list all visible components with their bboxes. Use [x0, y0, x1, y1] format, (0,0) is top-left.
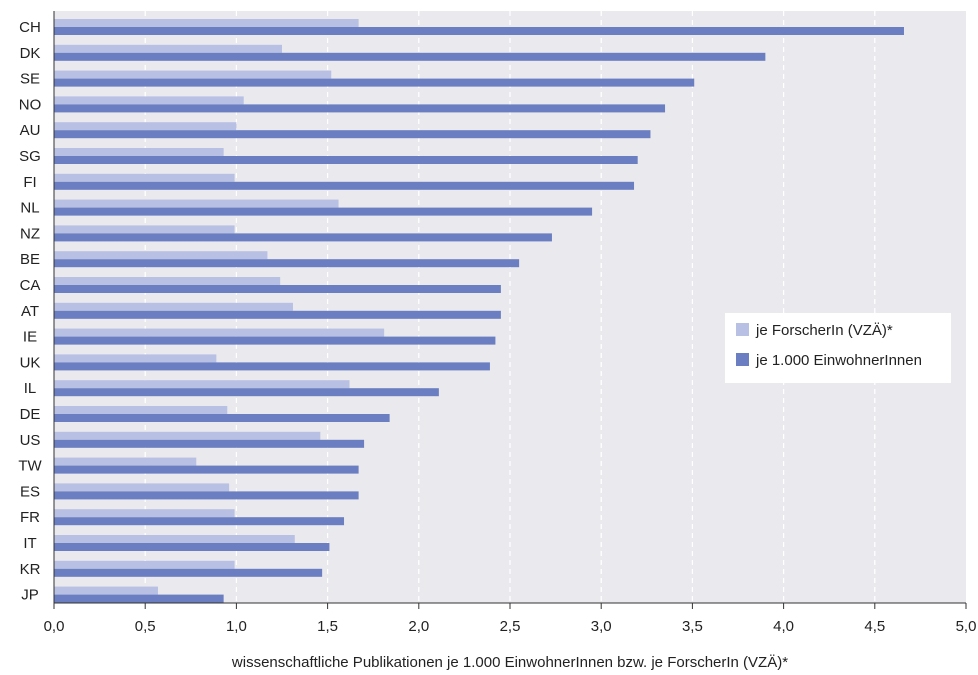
bar-per-researcher-uk — [54, 354, 217, 363]
bar-per-1000-inhabitants-be — [54, 259, 520, 268]
bar-per-researcher-il — [54, 380, 350, 389]
x-tick-label: 0,0 — [44, 618, 65, 635]
bar-per-1000-inhabitants-ie — [54, 336, 496, 345]
category-label-ca: CA — [20, 277, 41, 294]
category-label-us: US — [20, 432, 41, 449]
bar-per-researcher-ch — [54, 19, 359, 27]
x-tick-label: 4,0 — [773, 618, 794, 635]
bar-per-researcher-sg — [54, 148, 224, 156]
category-label-dk: DK — [20, 45, 41, 62]
category-label-nl: NL — [20, 200, 39, 217]
category-label-no: NO — [19, 96, 42, 113]
bars — [54, 19, 904, 603]
bar-per-researcher-kr — [54, 560, 235, 569]
category-label-de: DE — [20, 406, 41, 423]
category-label-it: IT — [23, 535, 36, 552]
bar-per-1000-inhabitants-sg — [54, 156, 638, 164]
bar-per-1000-inhabitants-il — [54, 388, 439, 397]
category-label-il: IL — [24, 380, 37, 397]
bar-per-1000-inhabitants-kr — [54, 568, 323, 577]
legend-label-per-researcher: je ForscherIn (VZÄ)* — [755, 322, 893, 339]
bar-per-1000-inhabitants-fr — [54, 517, 345, 526]
bar-per-researcher-nl — [54, 199, 339, 208]
x-tick-label: 3,0 — [591, 618, 612, 635]
bar-per-1000-inhabitants-ca — [54, 285, 501, 293]
bar-per-1000-inhabitants-uk — [54, 362, 490, 371]
bar-per-researcher-fr — [54, 509, 235, 518]
bar-per-researcher-at — [54, 302, 293, 311]
bar-per-researcher-be — [54, 251, 268, 260]
legend-box — [725, 313, 951, 383]
bar-per-researcher-es — [54, 483, 230, 492]
x-tick-label: 4,5 — [864, 618, 885, 635]
bar-per-researcher-nz — [54, 225, 235, 234]
bar-per-1000-inhabitants-se — [54, 78, 695, 87]
x-axis-title: wissenschaftliche Publikationen je 1.000… — [231, 654, 788, 671]
bar-per-1000-inhabitants-es — [54, 491, 359, 500]
category-label-nz: NZ — [20, 225, 40, 242]
bar-per-1000-inhabitants-no — [54, 104, 666, 113]
bar-per-researcher-it — [54, 535, 295, 543]
legend-swatch-per-1000-inhabitants — [736, 353, 749, 366]
axes — [53, 11, 967, 609]
bar-per-researcher-fi — [54, 173, 235, 182]
bar-per-1000-inhabitants-at — [54, 310, 501, 319]
category-label-fi: FI — [23, 174, 36, 191]
legend-swatch-per-researcher — [736, 323, 749, 336]
x-tick-label: 2,5 — [500, 618, 521, 635]
bar-per-researcher-ie — [54, 328, 385, 337]
bar-per-1000-inhabitants-nl — [54, 207, 593, 216]
category-label-es: ES — [20, 483, 40, 500]
x-tick-label: 5,0 — [956, 618, 977, 635]
bar-per-1000-inhabitants-nz — [54, 233, 552, 242]
x-tick-label: 1,5 — [317, 618, 338, 635]
bar-per-1000-inhabitants-dk — [54, 52, 766, 61]
bar-per-1000-inhabitants-de — [54, 414, 390, 422]
legend-label-per-1000-inhabitants: je 1.000 EinwohnerInnen — [755, 352, 922, 369]
bar-per-1000-inhabitants-tw — [54, 465, 359, 474]
bar-per-1000-inhabitants-us — [54, 439, 365, 448]
category-label-sg: SG — [19, 148, 41, 165]
bar-per-1000-inhabitants-fi — [54, 181, 635, 190]
bar-per-1000-inhabitants-ch — [54, 27, 904, 35]
bar-per-researcher-jp — [54, 586, 158, 595]
x-tick-labels: 0,0 0,5 1,0 1,5 2,0 2,5 3,0 3,5 4,0 4,5 5,0 — [44, 618, 977, 635]
category-label-se: SE — [20, 71, 40, 88]
x-tick-label: 1,0 — [226, 618, 247, 635]
category-label-ie: IE — [23, 329, 37, 346]
bar-per-researcher-no — [54, 96, 244, 105]
bar-per-researcher-us — [54, 431, 321, 440]
bar-per-researcher-se — [54, 70, 332, 79]
category-label-uk: UK — [20, 354, 41, 371]
bar-per-1000-inhabitants-it — [54, 543, 330, 551]
category-label-tw: TW — [18, 458, 42, 475]
category-labels: CH DK SE NO AU SG FI NL NZ BE CA AT IE UK IL DE US TW ES FR… — [18, 19, 42, 604]
bar-per-researcher-tw — [54, 457, 197, 466]
category-label-jp: JP — [21, 587, 39, 604]
bar-per-researcher-dk — [54, 44, 282, 53]
bar-per-researcher-ca — [54, 277, 281, 285]
category-label-ch: CH — [19, 19, 41, 36]
x-tick-label: 0,5 — [135, 618, 156, 635]
bar-per-1000-inhabitants-au — [54, 130, 651, 139]
category-label-fr: FR — [20, 509, 40, 526]
bar-per-researcher-de — [54, 406, 228, 414]
x-tick-label: 2,0 — [408, 618, 429, 635]
x-tick-label: 3,5 — [682, 618, 703, 635]
category-label-kr: KR — [20, 561, 41, 578]
bar-per-1000-inhabitants-jp — [54, 594, 224, 603]
category-label-au: AU — [20, 122, 41, 139]
bar-per-researcher-au — [54, 122, 237, 131]
category-label-at: AT — [21, 303, 39, 320]
category-label-be: BE — [20, 251, 40, 268]
legend: je ForscherIn (VZÄ)* je 1.000 EinwohnerI… — [725, 313, 951, 383]
